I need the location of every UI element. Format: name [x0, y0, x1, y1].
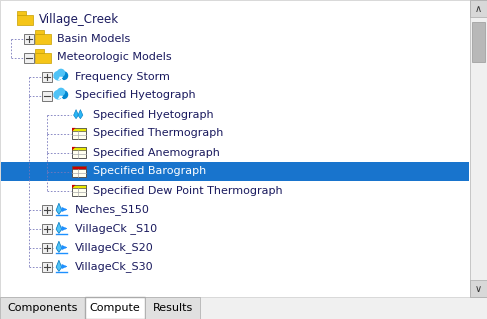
FancyBboxPatch shape: [470, 280, 487, 297]
FancyBboxPatch shape: [35, 53, 51, 63]
FancyBboxPatch shape: [42, 224, 52, 234]
Polygon shape: [56, 203, 62, 214]
Circle shape: [54, 91, 62, 99]
Text: Specified Dew Point Thermograph: Specified Dew Point Thermograph: [93, 186, 282, 196]
Polygon shape: [72, 185, 75, 189]
Text: Compute: Compute: [90, 303, 140, 313]
Circle shape: [57, 88, 64, 95]
Polygon shape: [72, 147, 75, 150]
FancyBboxPatch shape: [42, 242, 52, 253]
Text: Frequency Storm: Frequency Storm: [75, 71, 170, 81]
Text: Specified Anemograph: Specified Anemograph: [93, 147, 220, 158]
Polygon shape: [72, 128, 75, 131]
FancyBboxPatch shape: [42, 204, 52, 214]
Polygon shape: [56, 222, 62, 234]
Text: Basin Models: Basin Models: [57, 33, 130, 43]
FancyBboxPatch shape: [1, 162, 469, 181]
FancyBboxPatch shape: [35, 34, 51, 44]
Text: VillageCk_S20: VillageCk_S20: [75, 242, 154, 253]
Text: Village_Creek: Village_Creek: [39, 13, 119, 26]
FancyBboxPatch shape: [24, 53, 34, 63]
FancyBboxPatch shape: [0, 0, 470, 297]
Polygon shape: [74, 110, 78, 119]
FancyBboxPatch shape: [17, 11, 26, 15]
FancyBboxPatch shape: [72, 166, 86, 177]
FancyBboxPatch shape: [472, 22, 485, 62]
Text: VillageCk_S30: VillageCk_S30: [75, 261, 153, 272]
Text: Specified Hyetograph: Specified Hyetograph: [93, 109, 214, 120]
Text: ∨: ∨: [475, 284, 482, 293]
Text: Meteorologic Models: Meteorologic Models: [57, 53, 171, 63]
Text: Specified Hyetograph: Specified Hyetograph: [75, 91, 196, 100]
Polygon shape: [78, 110, 83, 119]
FancyBboxPatch shape: [72, 147, 86, 150]
Circle shape: [60, 72, 68, 79]
FancyBboxPatch shape: [72, 128, 86, 139]
Text: Specified Thermograph: Specified Thermograph: [93, 129, 224, 138]
FancyBboxPatch shape: [35, 30, 44, 34]
Text: VillageCk _S10: VillageCk _S10: [75, 223, 157, 234]
FancyBboxPatch shape: [72, 185, 86, 188]
FancyBboxPatch shape: [72, 128, 86, 131]
Text: Neches_S150: Neches_S150: [75, 204, 150, 215]
FancyBboxPatch shape: [0, 297, 85, 319]
Circle shape: [57, 69, 64, 77]
Text: Results: Results: [152, 303, 193, 313]
FancyBboxPatch shape: [470, 0, 487, 17]
FancyBboxPatch shape: [470, 0, 487, 297]
Circle shape: [60, 91, 68, 99]
FancyBboxPatch shape: [17, 15, 33, 25]
FancyBboxPatch shape: [72, 185, 86, 196]
Text: Components: Components: [7, 303, 78, 313]
FancyBboxPatch shape: [145, 297, 200, 319]
FancyBboxPatch shape: [72, 166, 86, 169]
FancyBboxPatch shape: [24, 33, 34, 43]
FancyBboxPatch shape: [42, 91, 52, 100]
FancyBboxPatch shape: [72, 147, 86, 158]
Polygon shape: [56, 260, 62, 271]
FancyBboxPatch shape: [35, 49, 44, 53]
Circle shape: [54, 71, 62, 80]
Text: ∧: ∧: [475, 4, 482, 13]
Polygon shape: [56, 241, 62, 252]
FancyBboxPatch shape: [85, 297, 145, 319]
FancyBboxPatch shape: [42, 71, 52, 81]
FancyBboxPatch shape: [42, 262, 52, 271]
Text: Specified Barograph: Specified Barograph: [93, 167, 206, 176]
